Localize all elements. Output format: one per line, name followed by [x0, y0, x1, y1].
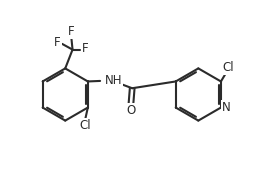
Text: O: O [126, 104, 136, 117]
Text: NH: NH [105, 74, 122, 88]
Text: N: N [222, 101, 231, 114]
Text: F: F [68, 25, 75, 38]
Text: F: F [54, 36, 61, 49]
Text: Cl: Cl [79, 119, 91, 132]
Text: F: F [81, 42, 88, 55]
Text: Cl: Cl [222, 61, 234, 74]
